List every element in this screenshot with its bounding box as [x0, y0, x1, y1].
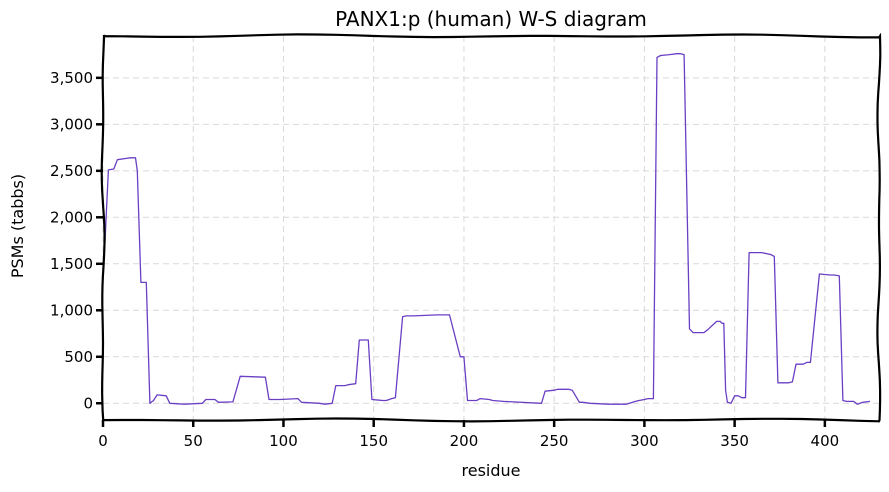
series-layer: [104, 53, 871, 405]
x-tick-label: 350: [720, 432, 749, 450]
y-tick-label: 500: [64, 348, 93, 366]
y-tick-label: 0: [83, 394, 93, 412]
x-tick-label: 250: [540, 432, 569, 450]
x-tick-label: 0: [98, 432, 108, 450]
series-line-0: [104, 53, 871, 405]
y-tick-label: 2,500: [50, 162, 93, 180]
x-tick-label: 400: [811, 432, 840, 450]
x-tick-label: 300: [630, 432, 659, 450]
x-tick-label: 100: [269, 432, 298, 450]
y-tick-label: 1,000: [50, 301, 93, 319]
chart-title: PANX1:p (human) W-S diagram: [335, 7, 647, 31]
y-tick-label: 2,000: [50, 208, 93, 226]
y-axis-label: PSMs (tabbs): [8, 174, 27, 278]
x-tick-label: 150: [359, 432, 388, 450]
y-tick-label: 3,000: [50, 115, 93, 133]
grid-lines: [102, 36, 879, 420]
y-tick-label: 1,500: [50, 255, 93, 273]
x-axis-label: residue: [462, 461, 521, 480]
x-tick-label: 50: [184, 432, 203, 450]
plot-frame: [100, 32, 882, 423]
y-tick-label: 3,500: [50, 69, 93, 87]
axis-ticks: [96, 76, 827, 427]
x-tick-label: 200: [450, 432, 479, 450]
